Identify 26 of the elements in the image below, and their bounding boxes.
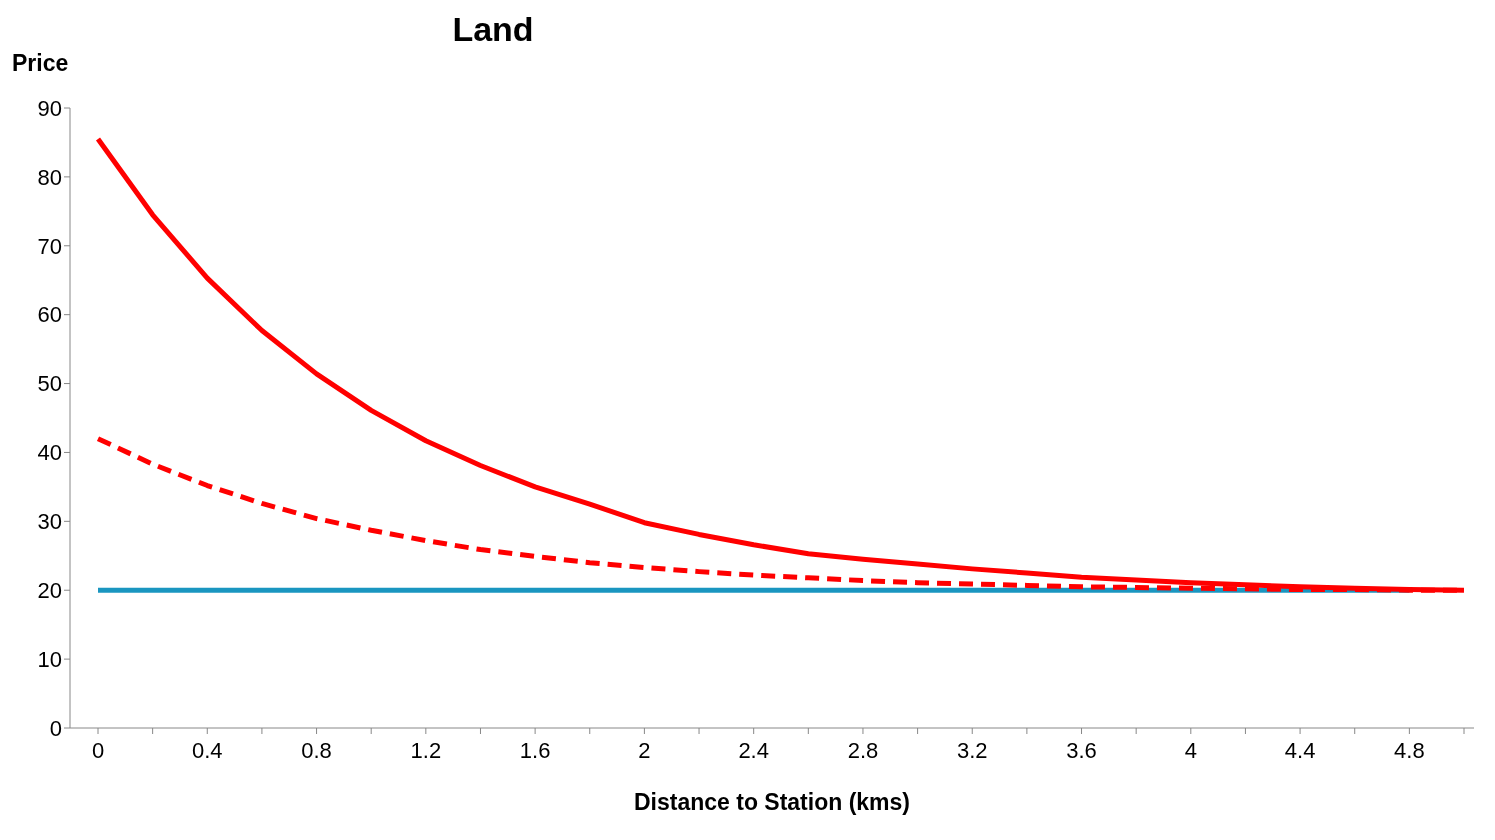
x-axis-title: Distance to Station (kms) (633, 789, 911, 815)
y-tick-label: 90 (37, 95, 62, 121)
x-tick-label: 3.6 (1066, 737, 1097, 763)
y-tick-label: 20 (37, 578, 62, 604)
x-tick-label: 1.2 (410, 737, 442, 763)
x-tick-label: 0 (91, 737, 105, 763)
x-tick-label: 0.4 (191, 737, 223, 763)
chart-title: Land (451, 10, 535, 49)
x-tick-label: 2.8 (847, 737, 879, 763)
x-tick-label: 3.2 (956, 737, 988, 763)
y-axis-title: Price (12, 50, 69, 77)
y-tick-label: 10 (37, 646, 62, 672)
x-tick-label: 2 (638, 737, 651, 763)
x-tick-label: 1.6 (519, 737, 551, 763)
y-tick-label: 70 (37, 233, 62, 259)
x-tick-label: 2.4 (738, 737, 769, 763)
x-tick-label: 4.4 (1284, 737, 1316, 763)
y-tick-label: 30 (37, 509, 62, 535)
x-tick-label: 0.8 (301, 737, 332, 763)
y-tick-label: 80 (37, 164, 62, 190)
y-tick-label: 40 (37, 440, 62, 466)
x-tick-label: 4.8 (1394, 737, 1425, 763)
y-tick-label: 50 (37, 371, 62, 397)
y-tick-label: 60 (37, 302, 62, 328)
y-tick-label: 0 (49, 715, 62, 741)
x-tick-label: 4 (1184, 737, 1197, 763)
